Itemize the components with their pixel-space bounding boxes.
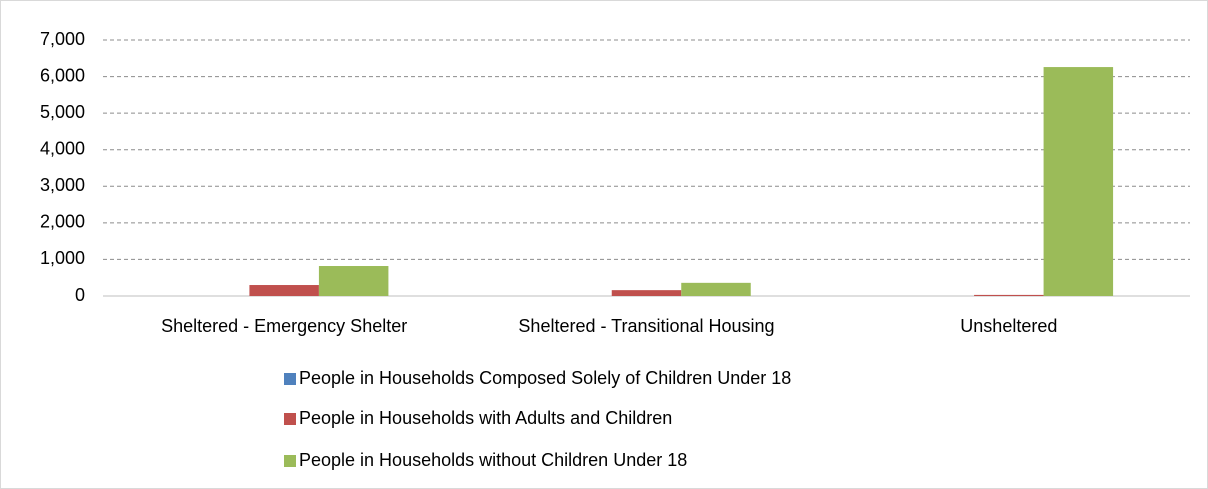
- bar: [1043, 67, 1114, 296]
- bar: [681, 282, 751, 296]
- y-tick-label: 6,000: [40, 65, 85, 85]
- legend-label: People in Households with Adults and Chi…: [299, 408, 672, 428]
- legend-label: People in Households without Children Un…: [299, 450, 687, 470]
- legend-label: People in Households Composed Solely of …: [299, 368, 791, 388]
- y-tick-label: 0: [75, 285, 85, 305]
- bar: [249, 285, 319, 296]
- bar: [318, 266, 389, 296]
- bar: [611, 290, 682, 296]
- y-tick-label: 4,000: [40, 138, 85, 158]
- x-tick-label: Sheltered - Emergency Shelter: [161, 316, 407, 336]
- y-tick-label: 1,000: [40, 248, 85, 268]
- legend-swatch: [284, 373, 296, 385]
- y-tick-label: 7,000: [40, 29, 85, 49]
- x-tick-label: Sheltered - Transitional Housing: [518, 316, 774, 336]
- legend-swatch: [284, 455, 296, 467]
- y-tick-label: 3,000: [40, 175, 85, 195]
- x-tick-label: Unsheltered: [960, 316, 1057, 336]
- y-tick-label: 2,000: [40, 212, 85, 232]
- y-tick-label: 5,000: [40, 102, 85, 122]
- bar: [974, 294, 1044, 296]
- legend-swatch: [284, 413, 296, 425]
